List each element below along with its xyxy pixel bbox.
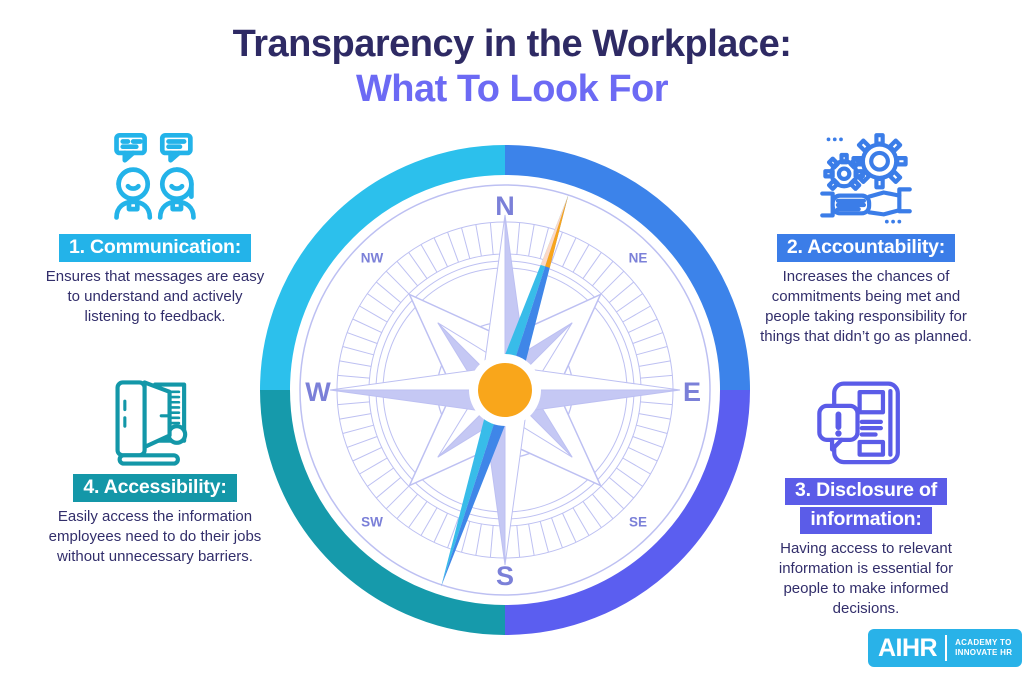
compass-label-w: W	[305, 377, 331, 407]
accessibility-description: Easily access the information employees …	[48, 508, 262, 566]
aihr-logo-divider	[945, 635, 948, 661]
compass-ring	[260, 145, 750, 635]
accountability-description: Increases the chances of commitments bei…	[760, 268, 972, 346]
disclosure-heading-line-1: 3. Disclosure of	[784, 478, 947, 505]
section-accessibility: 4. Accessibility: Easily access the info…	[44, 368, 266, 567]
section-disclosure: 3. Disclosure of information: Having acc…	[756, 370, 976, 619]
compass-direction-labels: N E S W NE SE SW NW	[305, 191, 701, 591]
aihr-tagline-line-1: ACADEMY TO	[955, 638, 1012, 647]
title-line-2: What To Look For	[355, 67, 669, 110]
compass-label-se: SE	[629, 515, 647, 530]
news-alert-icon	[756, 370, 976, 472]
aihr-logo-tagline: ACADEMY TO INNOVATE HR	[955, 638, 1012, 658]
compass-label-e: E	[683, 377, 701, 407]
gears-handshake-icon	[756, 128, 976, 230]
communication-heading: 1. Communication:	[58, 234, 252, 262]
communication-description: Ensures that messages are easy to unders…	[45, 268, 265, 326]
compass-graphic: N E S W NE SE SW NW	[260, 145, 750, 635]
disclosure-description: Having access to relevant information is…	[778, 539, 954, 617]
compass-hub	[478, 363, 532, 417]
accountability-heading: 2. Accountability:	[776, 234, 956, 262]
aihr-logo: AIHR ACADEMY TO INNOVATE HR	[868, 629, 1023, 667]
accessibility-heading: 4. Accessibility:	[73, 474, 237, 502]
folder-documents-icon	[44, 368, 266, 470]
page-title: Transparency in the Workplace: What To L…	[0, 22, 1024, 112]
compass-label-n: N	[495, 191, 515, 221]
section-accountability: 2. Accountability: Increases the chances…	[756, 128, 976, 347]
compass-label-sw: SW	[361, 515, 383, 530]
aihr-tagline-line-2: INNOVATE HR	[955, 648, 1013, 657]
compass-label-ne: NE	[629, 251, 648, 266]
compass-label-s: S	[496, 561, 514, 591]
section-communication: 1. Communication: Ensures that messages …	[44, 128, 266, 327]
compass-label-nw: NW	[361, 251, 384, 266]
title-line-1: Transparency in the Workplace:	[232, 23, 792, 65]
disclosure-heading-line-2: information:	[800, 506, 932, 534]
aihr-logo-brand: AIHR	[878, 633, 938, 662]
two-people-chat-icon	[44, 128, 266, 230]
